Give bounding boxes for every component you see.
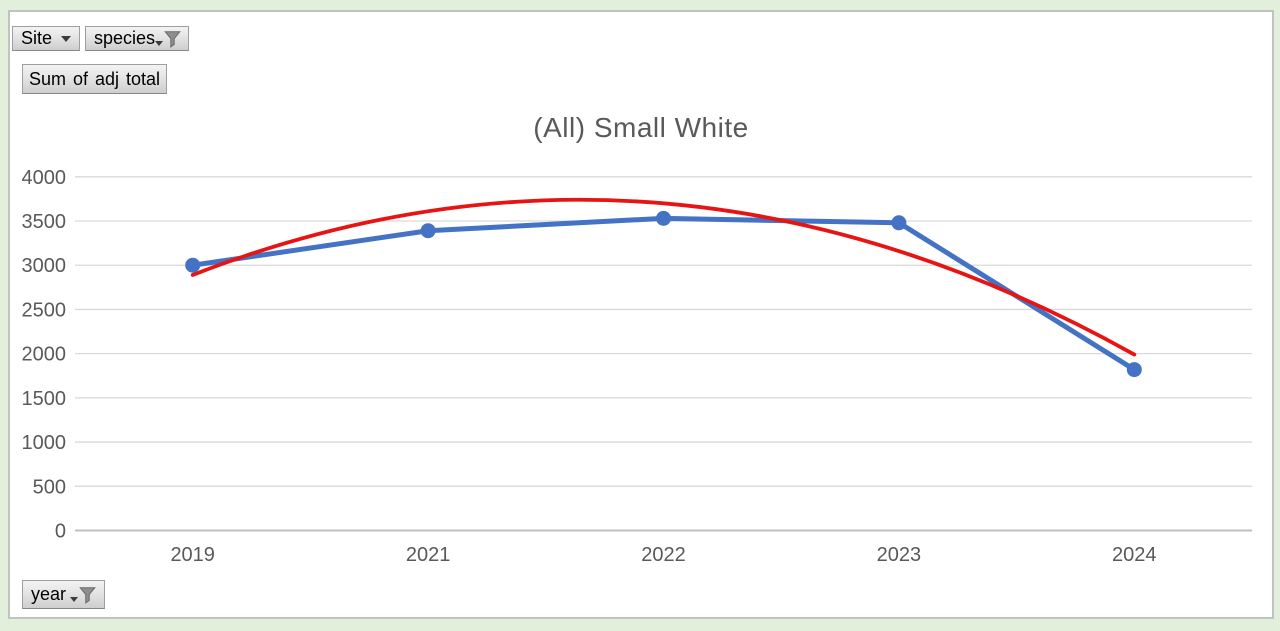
data-point-marker xyxy=(420,223,436,239)
x-tick-label: 2023 xyxy=(877,544,922,566)
funnel-filter-icon xyxy=(164,30,181,48)
data-point-marker xyxy=(1126,362,1142,378)
dropdown-arrow-icon xyxy=(70,596,78,602)
y-tick-label: 500 xyxy=(33,476,66,498)
site-button-label: Site xyxy=(21,28,53,48)
y-tick-label: 1500 xyxy=(22,388,67,410)
pivot-field-button-species[interactable]: species xyxy=(85,26,189,51)
dropdown-arrow-icon xyxy=(155,40,164,46)
chart-title: (All) Small White xyxy=(533,112,749,143)
dropdown-arrow-icon xyxy=(61,35,71,42)
trendline-curve xyxy=(190,197,1137,357)
species-filter-icons xyxy=(155,30,181,48)
pivot-field-button-site[interactable]: Site xyxy=(12,26,80,51)
chart-panel xyxy=(8,10,1274,619)
value-button-label: Sum of adj total xyxy=(28,68,161,89)
funnel-filter-icon xyxy=(79,586,96,604)
x-tick-label: 2019 xyxy=(170,544,215,566)
x-tick-label: 2022 xyxy=(641,544,686,566)
data-point-marker xyxy=(656,210,671,226)
data-point-marker xyxy=(891,215,907,231)
data-point-marker xyxy=(185,257,201,273)
year-filter-icons xyxy=(70,586,96,604)
y-tick-label: 2000 xyxy=(22,344,67,366)
species-button-label: species xyxy=(94,28,156,48)
series-line xyxy=(190,215,1137,373)
year-button-label: year xyxy=(31,584,67,604)
y-tick-label: 3500 xyxy=(22,211,67,233)
pivot-field-button-value[interactable]: Sum of adj total xyxy=(22,64,167,94)
y-tick-label: 2500 xyxy=(22,299,67,321)
y-tick-label: 1000 xyxy=(22,432,67,454)
y-tick-label: 3000 xyxy=(22,255,67,277)
x-tick-label: 2024 xyxy=(1112,544,1157,566)
y-tick-label: 0 xyxy=(55,521,66,543)
y-tick-label: 4000 xyxy=(22,167,67,189)
pivot-field-button-year[interactable]: year xyxy=(22,580,105,609)
x-tick-label: 2021 xyxy=(406,544,451,566)
